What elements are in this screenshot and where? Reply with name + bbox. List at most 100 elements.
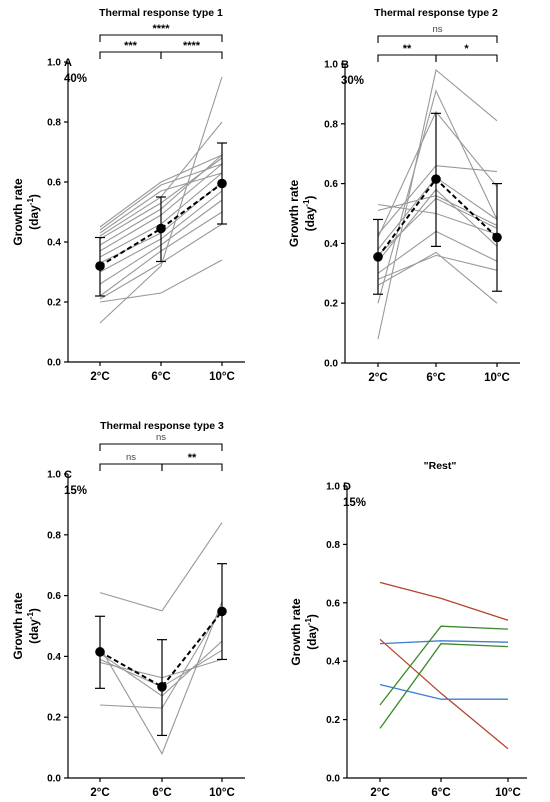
series-line xyxy=(379,683,508,700)
y-tick-label: 0.2 xyxy=(47,298,61,309)
mean-point xyxy=(431,174,441,184)
panel-a: Thermal response type 1 0.0 0.2 0.4 0.6 0.8 1.… xyxy=(11,7,245,383)
y-axis-label-line2: (day-1) xyxy=(302,196,317,232)
y-axis-label-close: ) xyxy=(27,608,41,612)
y-tick-label: 0.0 xyxy=(47,358,61,369)
x-tick-label: 10°C xyxy=(495,787,521,799)
series-line xyxy=(379,640,509,645)
series-line xyxy=(99,223,223,300)
y-tick-label: 0.2 xyxy=(326,715,340,726)
y-axis-label-line1: Growth rate xyxy=(287,180,301,248)
panel-letter: C xyxy=(64,469,72,481)
series-line xyxy=(99,172,223,234)
panel-c: Thermal response type 3 0.0 0.2 0.4 0.6 0.8 1.… xyxy=(11,420,245,799)
y-axis-label-unit: (day xyxy=(305,625,319,650)
y-tick-label: 0.2 xyxy=(47,713,61,724)
series-line xyxy=(379,581,509,621)
significance-label: ns xyxy=(156,432,166,443)
y-axis-label-exponent: -1 xyxy=(26,612,35,620)
significance-label: * xyxy=(464,43,469,55)
series-line xyxy=(99,522,223,612)
series-line xyxy=(99,649,223,688)
significance-bracket xyxy=(377,35,498,43)
x-tick-label: 10°C xyxy=(484,372,510,384)
panel-letter: D xyxy=(343,481,351,493)
x-tick-label: 6°C xyxy=(431,787,450,799)
y-tick-label: 0.0 xyxy=(47,774,61,785)
series-line xyxy=(99,658,223,679)
y-tick-label: 0.4 xyxy=(324,239,338,250)
y-axis-label-line2: (day-1) xyxy=(26,194,41,230)
y-tick-label: 0.0 xyxy=(324,359,338,370)
mean-point xyxy=(95,261,105,271)
series-line xyxy=(377,89,498,304)
series-line xyxy=(99,154,223,228)
y-axis-label-line1: Growth rate xyxy=(11,178,25,246)
y-axis-label-line2: (day-1) xyxy=(26,608,41,644)
y-axis-label-line1: Growth rate xyxy=(11,592,25,660)
y-tick-label: 0.4 xyxy=(47,652,61,663)
y-tick-label: 0.8 xyxy=(47,118,61,129)
x-tick-label: 10°C xyxy=(209,371,235,383)
y-axis-label-close: ) xyxy=(303,196,317,200)
significance-bracket xyxy=(99,51,162,59)
series-line xyxy=(99,259,223,303)
mean-point xyxy=(373,252,383,262)
y-axis-label: Growth rate (day-1) xyxy=(11,592,41,660)
y-tick-label: 0.6 xyxy=(324,179,338,190)
mean-point xyxy=(156,223,166,234)
panel-title: Thermal response type 3 xyxy=(100,420,224,432)
y-tick-label: 0.4 xyxy=(47,238,61,249)
panel-title: "Rest" xyxy=(424,460,457,472)
significance-label: *** xyxy=(124,40,138,52)
y-tick-label: 1.0 xyxy=(47,58,61,69)
y-axis-label: Growth rate (day-1) xyxy=(289,598,319,666)
y-tick-label: 0.2 xyxy=(324,299,338,310)
y-tick-label: 1.0 xyxy=(324,60,338,71)
series-line xyxy=(379,638,509,750)
significance-bracket xyxy=(99,34,223,42)
x-tick-label: 6°C xyxy=(151,371,170,383)
x-tick-label: 2°C xyxy=(90,787,109,799)
x-tick-label: 6°C xyxy=(426,372,445,384)
panel-percentage: 30% xyxy=(341,75,364,87)
x-tick-label: 2°C xyxy=(90,371,109,383)
significance-label: ** xyxy=(188,452,197,464)
significance-bracket xyxy=(435,54,498,62)
panel-d: "Rest" 0.0 0.2 0.4 0.6 0.8 1.0 2°C 6°C 10°C D 15% Gr… xyxy=(289,460,527,799)
mean-point xyxy=(217,606,227,617)
series-line xyxy=(377,188,498,262)
y-tick-label: 1.0 xyxy=(47,470,61,481)
y-axis-label-unit: (day xyxy=(303,206,317,231)
y-axis-label: Growth rate (day-1) xyxy=(11,178,41,246)
significance-label: **** xyxy=(183,40,201,52)
series-line xyxy=(379,625,509,706)
y-tick-label: 0.6 xyxy=(47,178,61,189)
x-tick-label: 2°C xyxy=(370,787,389,799)
y-tick-label: 0.4 xyxy=(326,657,340,668)
mean-point xyxy=(157,682,167,692)
significance-label: **** xyxy=(152,23,170,35)
x-tick-label: 10°C xyxy=(209,787,235,799)
mean-line xyxy=(99,182,223,267)
y-axis-label-close: ) xyxy=(305,614,319,618)
panel-title: Thermal response type 1 xyxy=(99,7,223,19)
significance-bracket xyxy=(160,51,223,59)
significance-label: ** xyxy=(403,43,412,55)
y-tick-label: 0.6 xyxy=(47,591,61,602)
x-tick-label: 6°C xyxy=(152,787,171,799)
y-axis-label-exponent: -1 xyxy=(302,199,311,207)
series-line xyxy=(379,643,509,729)
y-tick-label: 0.6 xyxy=(326,598,340,609)
panel-title: Thermal response type 2 xyxy=(374,7,498,19)
y-axis-label-close: ) xyxy=(27,194,41,198)
series-line xyxy=(99,163,223,231)
series-line xyxy=(377,68,498,340)
panel-percentage: 40% xyxy=(64,73,87,85)
panel-letter: A xyxy=(64,57,72,69)
x-tick-label: 2°C xyxy=(368,372,387,384)
series-line xyxy=(99,601,223,755)
mean-point xyxy=(95,647,105,657)
y-axis-label-line2: (day-1) xyxy=(304,614,319,650)
y-axis-label-exponent: -1 xyxy=(304,618,313,626)
